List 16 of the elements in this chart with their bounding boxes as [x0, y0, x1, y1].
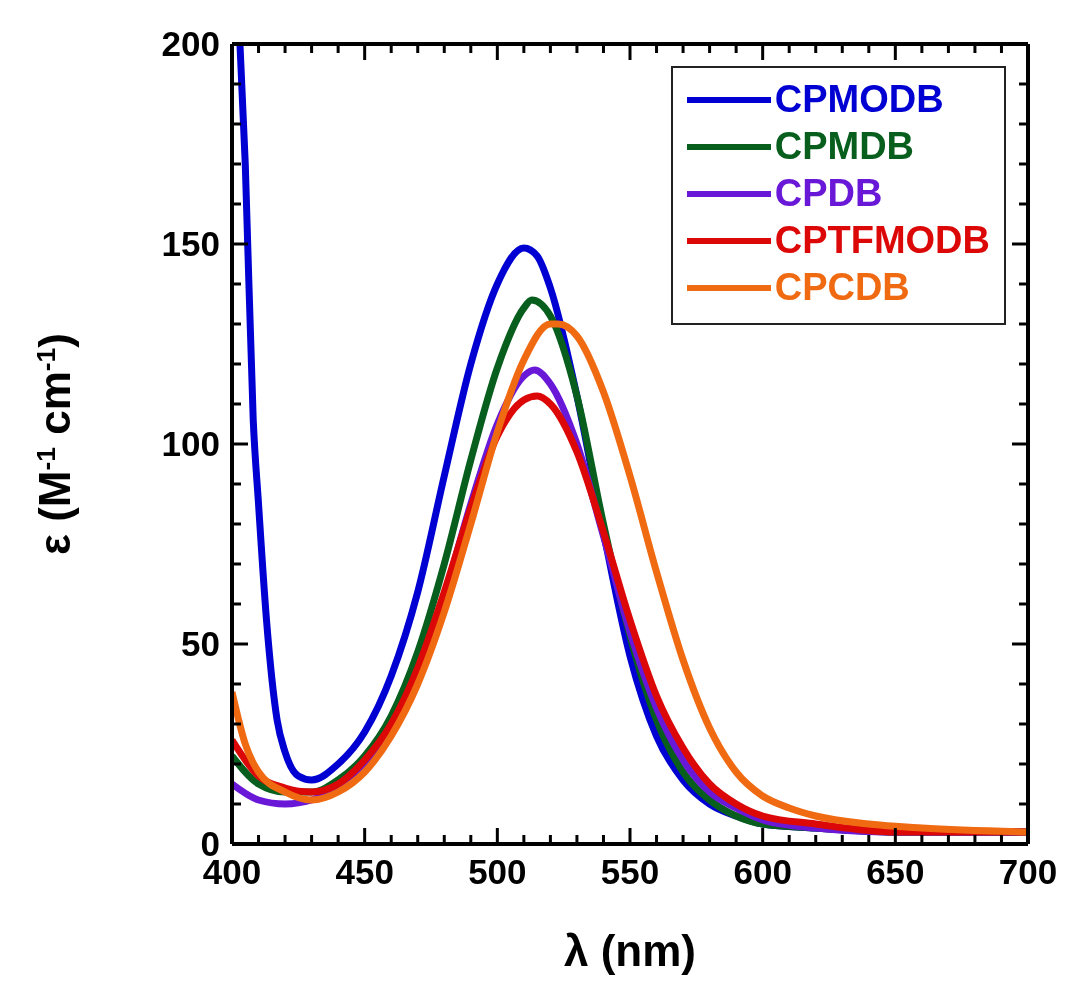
- x-tick-label: 450: [335, 852, 394, 891]
- legend-label: CPCDB: [774, 266, 910, 309]
- y-tick-label: 100: [161, 424, 220, 463]
- y-tick-label: 200: [161, 24, 220, 63]
- x-tick-label: 650: [866, 852, 925, 891]
- x-tick-label: 700: [998, 852, 1058, 891]
- x-tick-label: 600: [733, 852, 792, 891]
- legend-label: CPMDB: [774, 125, 915, 168]
- y-tick-label: 50: [181, 624, 220, 663]
- legend-label: CPMODB: [774, 78, 944, 121]
- x-tick-label: 500: [468, 852, 527, 891]
- legend-label: CPTFMODB: [774, 219, 990, 262]
- x-tick-label: 550: [600, 852, 660, 891]
- legend-label: CPDB: [774, 172, 883, 215]
- y-tick-label: 150: [161, 224, 220, 263]
- x-axis-title: λ (nm): [564, 926, 696, 975]
